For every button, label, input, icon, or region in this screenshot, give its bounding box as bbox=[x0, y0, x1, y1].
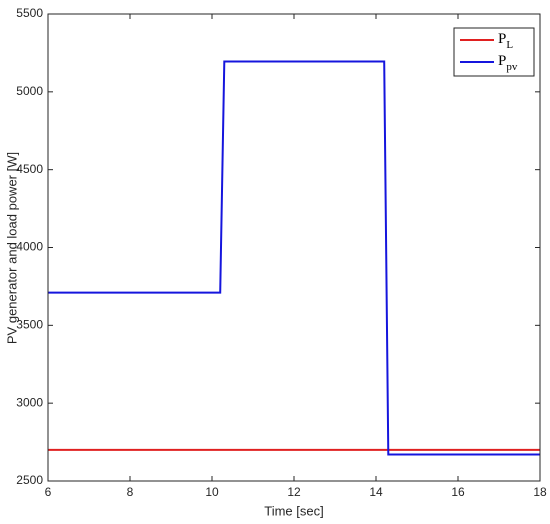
y-tick-label: 3500 bbox=[16, 318, 43, 332]
y-tick-label: 2500 bbox=[16, 473, 43, 487]
y-tick-label: 5500 bbox=[16, 6, 43, 20]
y-axis-title: PV generator and load power [W] bbox=[4, 152, 19, 344]
axes-box bbox=[47, 13, 541, 482]
y-tick-label: 5000 bbox=[16, 84, 43, 98]
x-tick-label: 14 bbox=[369, 485, 383, 499]
x-tick-label: 18 bbox=[533, 485, 547, 499]
y-tick-label: 4000 bbox=[16, 240, 43, 254]
x-tick-label: 12 bbox=[287, 485, 301, 499]
series-line bbox=[48, 60, 540, 456]
legend-label: PL bbox=[498, 31, 513, 50]
legend-box bbox=[453, 27, 535, 77]
y-tick-label: 4500 bbox=[16, 162, 43, 176]
x-tick-label: 6 bbox=[45, 485, 52, 499]
y-tick-label: 3000 bbox=[16, 395, 43, 409]
x-tick-label: 10 bbox=[205, 485, 219, 499]
legend-label: Ppv bbox=[498, 53, 518, 72]
x-tick-label: 16 bbox=[451, 485, 465, 499]
x-axis-title: Time [sec] bbox=[264, 503, 323, 518]
plot-area bbox=[48, 14, 540, 481]
x-tick-label: 8 bbox=[127, 485, 134, 499]
